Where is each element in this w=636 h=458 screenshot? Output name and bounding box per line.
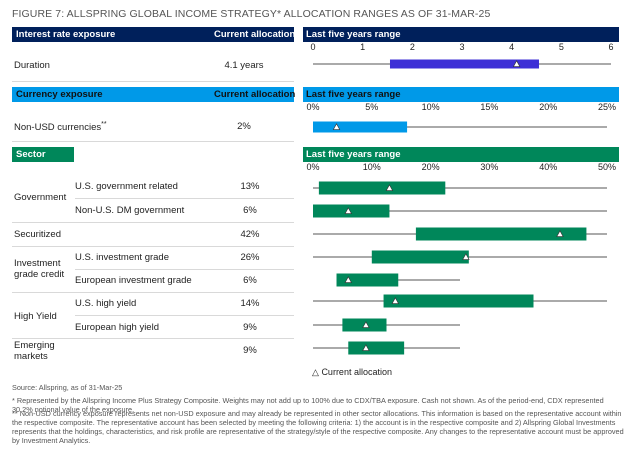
- nonusd-value: 2%: [237, 121, 251, 132]
- range-box: [415, 227, 587, 241]
- footnote-2: ** Non-USD currency exposure represents …: [12, 409, 624, 445]
- currency-range-header: Last five years range: [306, 89, 401, 100]
- ig1-value: 26%: [240, 252, 260, 263]
- nonusd-label-text: Non-USD currencies: [14, 122, 102, 134]
- legend-triangle-icon: △: [312, 367, 319, 377]
- duration-value: 4.1 years: [224, 60, 264, 71]
- separator: [12, 246, 294, 247]
- tick-label: 50%: [598, 162, 616, 172]
- group-high-yield: High Yield: [14, 311, 57, 322]
- source-note: Source: Allspring, as of 31-Mar-25: [12, 383, 123, 392]
- currency-current-header: Current allocation: [214, 89, 296, 100]
- tick-label: 2: [410, 42, 415, 52]
- separator: [75, 198, 294, 199]
- gov1-label: U.S. government related: [75, 181, 178, 192]
- duration-label: Duration: [14, 60, 50, 71]
- range-box: [383, 294, 534, 308]
- sector-header: Sector: [16, 149, 46, 160]
- securitized-label: Securitized: [14, 229, 61, 240]
- legend: △ Current allocation: [312, 367, 392, 378]
- range-box: [389, 59, 539, 69]
- hy2-label: European high yield: [75, 322, 159, 333]
- gov1-value: 13%: [240, 181, 260, 192]
- range-box: [348, 341, 405, 355]
- em-value: 9%: [243, 345, 257, 356]
- current-allocation-marker: [556, 230, 564, 237]
- tick-label: 25%: [598, 102, 616, 112]
- current-allocation-marker: [362, 321, 370, 328]
- tick-label: 4: [509, 42, 514, 52]
- securitized-value: 42%: [240, 229, 260, 240]
- sector-range-header: Last five years range: [306, 149, 401, 160]
- current-allocation-marker: [462, 253, 470, 260]
- figure-title: FIGURE 7: ALLSPRING GLOBAL INCOME STRATE…: [12, 8, 491, 20]
- nonusd-label: Non-USD currencies**: [14, 121, 107, 133]
- tick-label: 20%: [539, 102, 557, 112]
- currency-range-header-bar: [303, 87, 619, 102]
- current-allocation-marker: [332, 123, 341, 130]
- separator: [12, 141, 294, 142]
- tick-label: 1: [360, 42, 365, 52]
- separator: [12, 292, 294, 293]
- current-allocation-marker: [385, 184, 394, 191]
- gov2-label: Non-U.S. DM government: [75, 205, 185, 216]
- interest-header-bar: [12, 27, 294, 42]
- tick-label: 6: [608, 42, 613, 52]
- separator: [75, 269, 294, 270]
- group-government: Government: [14, 192, 67, 203]
- ig2-label: European investment grade: [75, 275, 192, 286]
- current-allocation-marker: [512, 60, 521, 67]
- separator: [12, 338, 294, 339]
- current-allocation-marker: [362, 344, 370, 351]
- range-box: [336, 273, 399, 287]
- tick-label: 0%: [306, 102, 319, 112]
- gov2-value: 6%: [243, 205, 257, 216]
- footnote-1: * Represented by the Allspring Income Pl…: [12, 396, 604, 414]
- tick-label: 0%: [306, 162, 319, 172]
- range-box: [371, 250, 469, 264]
- current-allocation-marker: [344, 207, 352, 214]
- legend-label: Current allocation: [321, 367, 392, 377]
- range-box: [313, 121, 408, 133]
- interest-header: Interest rate exposure: [16, 29, 116, 40]
- current-allocation-marker: [344, 276, 352, 283]
- current-allocation-marker: [391, 297, 400, 304]
- hy1-label: U.S. high yield: [75, 298, 137, 309]
- tick-label: 15%: [480, 102, 498, 112]
- tick-label: 40%: [539, 162, 557, 172]
- hy2-value: 9%: [243, 322, 257, 333]
- range-box: [313, 204, 390, 218]
- tick-label: 3: [459, 42, 464, 52]
- ig2-value: 6%: [243, 275, 257, 286]
- tick-label: 5: [559, 42, 564, 52]
- tick-label: 5%: [365, 102, 378, 112]
- ig1-label: U.S. investment grade: [75, 252, 169, 263]
- tick-label: 20%: [422, 162, 440, 172]
- tick-label: 10%: [363, 162, 381, 172]
- hy1-value: 14%: [240, 298, 260, 309]
- separator: [12, 81, 294, 82]
- separator: [12, 222, 294, 223]
- group-emerging-markets: Emerging markets: [14, 340, 55, 362]
- group-investment-grade: Investment grade credit: [14, 258, 65, 280]
- separator: [75, 315, 294, 316]
- tick-label: 30%: [480, 162, 498, 172]
- currency-header: Currency exposure: [16, 89, 103, 100]
- range-box: [318, 181, 446, 195]
- tick-label: 10%: [422, 102, 440, 112]
- sector-range-header-bar: [303, 147, 619, 162]
- sector-header-bar: [12, 147, 74, 162]
- interest-range-header: Last five years range: [306, 29, 401, 40]
- interest-range-header-bar: [303, 27, 619, 42]
- nonusd-label-sup: **: [101, 121, 107, 128]
- tick-label: 0: [310, 42, 315, 52]
- currency-header-bar: [12, 87, 294, 102]
- interest-current-header: Current allocation: [214, 29, 296, 40]
